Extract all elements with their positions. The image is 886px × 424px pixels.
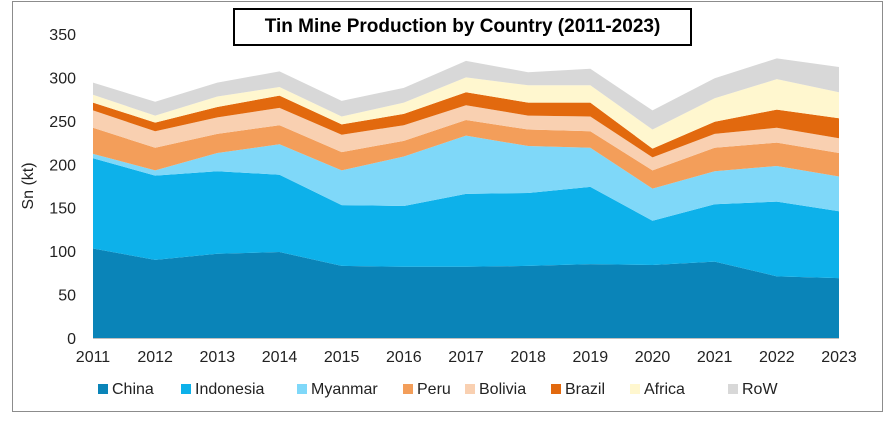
legend-swatch: [181, 384, 191, 394]
area-bolivia: [93, 105, 839, 171]
y-tick-label: 250: [49, 114, 76, 131]
y-tick-label: 300: [49, 70, 76, 87]
x-tick-label: 2017: [448, 349, 484, 366]
legend-swatch: [465, 384, 475, 394]
legend-label: Africa: [644, 381, 685, 398]
legend-item-bolivia: Bolivia: [465, 381, 526, 398]
area-row: [93, 58, 839, 130]
legend-item-myanmar: Myanmar: [297, 381, 378, 398]
x-tick-label: 2022: [759, 349, 795, 366]
x-tick-label: 2015: [324, 349, 360, 366]
legend-label: Myanmar: [311, 381, 378, 398]
y-axis-title: Sn (kt): [20, 162, 37, 209]
x-tick-label: 2012: [137, 349, 173, 366]
y-tick-label: 100: [49, 244, 76, 261]
legend-item-china: China: [98, 381, 154, 398]
legend-swatch: [551, 384, 561, 394]
legend-item-brazil: Brazil: [551, 381, 605, 398]
legend-swatch: [630, 384, 640, 394]
y-tick-label: 350: [49, 27, 76, 44]
legend-label: Peru: [417, 381, 451, 398]
x-tick-label: 2016: [386, 349, 422, 366]
x-tick-label: 2018: [510, 349, 546, 366]
legend-label: Indonesia: [195, 381, 264, 398]
legend-swatch: [98, 384, 108, 394]
legend-item-indonesia: Indonesia: [181, 381, 264, 398]
legend-swatch: [728, 384, 738, 394]
x-axis-ticks: 2011 2012 2013 2014 2015 2016 2017 2018 2019 2020…: [76, 349, 857, 366]
legend-label: Bolivia: [479, 381, 526, 398]
y-axis-ticks: 0 50 100 150 200 250 300 350: [49, 27, 76, 348]
legend-swatch: [403, 384, 413, 394]
legend: China Indonesia Myanmar Peru Bolivia Brazil Af…: [98, 381, 778, 398]
y-tick-label: 0: [67, 331, 76, 348]
area-indonesia: [93, 158, 839, 279]
chart-title-box: Tin Mine Production by Country (2011-202…: [233, 8, 692, 46]
x-tick-label: 2021: [697, 349, 733, 366]
x-tick-label: 2019: [573, 349, 609, 366]
legend-label: Brazil: [565, 381, 605, 398]
x-tick-label: 2011: [76, 349, 111, 366]
area-africa: [93, 77, 839, 149]
legend-label: RoW: [742, 381, 778, 398]
area-china: [93, 248, 839, 338]
y-tick-label: 50: [58, 288, 76, 305]
chart-title: Tin Mine Production by Country (2011-202…: [264, 16, 661, 37]
legend-item-peru: Peru: [403, 381, 451, 398]
area-layers: [93, 58, 839, 338]
legend-swatch: [297, 384, 307, 394]
legend-item-row: RoW: [728, 381, 778, 398]
x-tick-label: 2013: [200, 349, 236, 366]
area-myanmar: [93, 135, 839, 221]
x-tick-label: 2014: [262, 349, 298, 366]
x-tick-label: 2023: [821, 349, 857, 366]
y-tick-label: 150: [49, 201, 76, 218]
area-brazil: [93, 92, 839, 158]
legend-label: China: [112, 381, 154, 398]
y-tick-label: 200: [49, 157, 76, 174]
legend-item-africa: Africa: [630, 381, 685, 398]
x-tick-label: 2020: [635, 349, 671, 366]
area-peru: [93, 119, 839, 189]
